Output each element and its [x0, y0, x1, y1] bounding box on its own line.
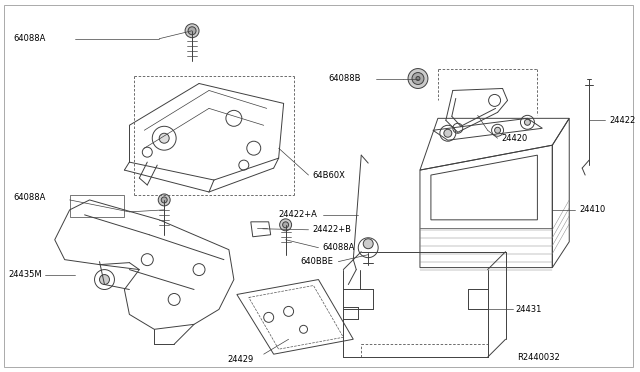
Text: 24429: 24429: [227, 355, 253, 364]
Circle shape: [99, 275, 109, 285]
Circle shape: [161, 197, 167, 203]
Text: R2440032: R2440032: [518, 353, 560, 362]
Text: 64088A: 64088A: [323, 243, 355, 252]
Text: 24435M: 24435M: [8, 270, 42, 279]
Circle shape: [408, 68, 428, 89]
Circle shape: [283, 222, 289, 228]
FancyBboxPatch shape: [4, 5, 633, 367]
Circle shape: [158, 194, 170, 206]
Text: 640BBE: 640BBE: [301, 257, 333, 266]
Text: 24420: 24420: [502, 134, 528, 143]
Text: 64088A: 64088A: [13, 34, 45, 43]
Circle shape: [444, 129, 452, 137]
Circle shape: [524, 119, 531, 125]
Circle shape: [495, 127, 500, 133]
Text: 24410: 24410: [579, 205, 605, 214]
Bar: [70, 195, 124, 217]
Text: 24422: 24422: [609, 116, 636, 125]
Text: 24431: 24431: [515, 305, 542, 314]
Circle shape: [159, 133, 169, 143]
Circle shape: [185, 24, 199, 38]
Text: 64088B: 64088B: [328, 74, 361, 83]
Circle shape: [416, 77, 420, 80]
Circle shape: [188, 27, 196, 35]
Circle shape: [364, 239, 373, 249]
Text: 24422+A: 24422+A: [278, 210, 317, 219]
Circle shape: [412, 73, 424, 84]
Text: 64088A: 64088A: [13, 193, 45, 202]
Text: 24422+B: 24422+B: [312, 225, 351, 234]
Circle shape: [280, 219, 292, 231]
Text: 64B60X: 64B60X: [312, 170, 346, 180]
